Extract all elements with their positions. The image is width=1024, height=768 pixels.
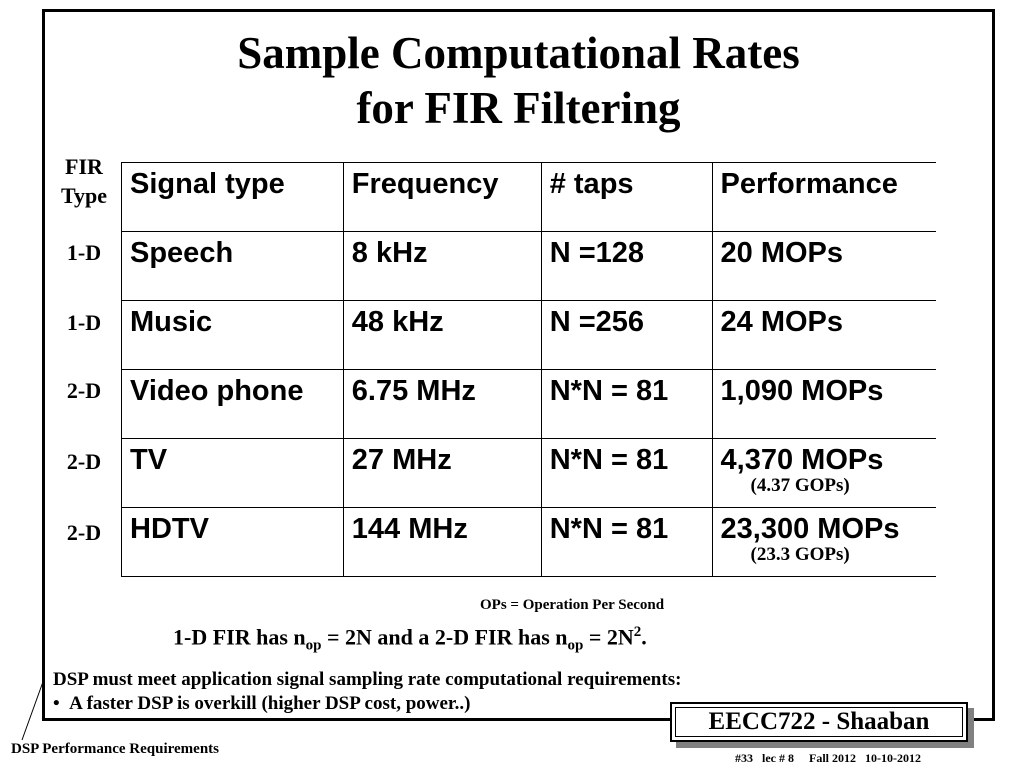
table-row: TV 27 MHz N*N = 81 4,370 MOPs (4.37 GOPs…: [121, 438, 936, 508]
course-badge: EECC722 - Shaaban: [670, 702, 968, 742]
fir-type-label: 2-D: [66, 520, 102, 545]
cell-taps: N =128: [540, 231, 713, 301]
slide-info: #33 lec # 8 Fall 2012 10-10-2012: [735, 751, 921, 765]
cell-taps: N*N = 81: [540, 369, 713, 439]
header-taps: # taps: [540, 162, 713, 232]
fir-type-header: FIR Type: [53, 152, 115, 210]
requirements-bullet-text: A faster DSP is overkill (higher DSP cos…: [69, 693, 471, 714]
cell-performance: 4,370 MOPs (4.37 GOPs): [711, 438, 936, 508]
performance-value: 20 MOPs: [720, 237, 844, 269]
formula-text: = 2N: [583, 624, 634, 650]
ops-definition-note: OPs = Operation Per Second: [480, 597, 665, 613]
course-badge-inner-border: [675, 707, 963, 737]
formula-superscript: 2: [633, 624, 642, 640]
performance-value: 23,300 MOPs: [720, 513, 900, 545]
fir-type-header-line-2: Type: [60, 183, 108, 208]
performance-value: 4,370 MOPs: [720, 444, 884, 476]
formula-subscript: op: [567, 637, 584, 654]
cell-signal: Music: [121, 300, 344, 370]
header-performance: Performance: [711, 162, 936, 232]
fir-type-label: 1-D: [66, 310, 102, 335]
requirements-text: DSP must meet application signal samplin…: [53, 668, 681, 716]
title-line-2: for FIR Filtering: [356, 83, 681, 133]
fir-type-label: 2-D: [66, 449, 102, 474]
fir-type-label: 2-D: [66, 378, 102, 403]
header-signal-type: Signal type: [121, 162, 344, 232]
header-frequency: Frequency: [342, 162, 542, 232]
performance-value: 24 MOPs: [720, 306, 844, 338]
fir-ops-formula: 1-D FIR has nop = 2N and a 2-D FIR has n…: [173, 624, 647, 655]
cell-frequency: 144 MHz: [342, 507, 542, 577]
performance-note: (23.3 GOPs): [750, 544, 850, 565]
fir-type-label: 1-D: [66, 240, 102, 265]
formula-text: .: [641, 624, 647, 650]
formula-subscript: op: [305, 637, 322, 654]
course-badge-label: EECC722 - Shaaban: [708, 708, 930, 735]
cell-signal: Speech: [121, 231, 344, 301]
cell-taps: N*N = 81: [540, 438, 713, 508]
slide-frame: [42, 9, 995, 721]
cell-frequency: 8 kHz: [342, 231, 542, 301]
table-header-row: Signal type Frequency # taps Performance: [121, 162, 936, 232]
performance-note: (4.37 GOPs): [750, 475, 850, 496]
cell-performance: 20 MOPs: [711, 231, 936, 301]
requirements-line: DSP must meet application signal samplin…: [53, 669, 682, 690]
bullet-icon: •: [53, 693, 60, 714]
title-line-1: Sample Computational Rates: [237, 28, 800, 78]
cell-signal: TV: [121, 438, 344, 508]
rates-table: Signal type Frequency # taps Performance…: [121, 162, 936, 577]
table-row: Speech 8 kHz N =128 20 MOPs: [121, 231, 936, 301]
footer-topic: DSP Performance Requirements: [11, 741, 220, 757]
table-row: HDTV 144 MHz N*N = 81 23,300 MOPs (23.3 …: [121, 507, 936, 577]
table-row: Music 48 kHz N =256 24 MOPs: [121, 300, 936, 370]
fir-type-header-line-1: FIR: [65, 154, 103, 179]
formula-text: = 2N and a 2-D FIR has n: [321, 624, 568, 650]
slide-title: Sample Computational Rates for FIR Filte…: [42, 26, 995, 136]
requirements-bullet-item: • A faster DSP is overkill (higher DSP c…: [53, 692, 681, 716]
cell-signal: Video phone: [121, 369, 344, 439]
performance-value: 1,090 MOPs: [720, 375, 884, 407]
cell-frequency: 48 kHz: [342, 300, 542, 370]
cell-taps: N*N = 81: [540, 507, 713, 577]
cell-performance: 23,300 MOPs (23.3 GOPs): [711, 507, 936, 577]
formula-text: 1-D FIR has n: [173, 624, 306, 650]
cell-taps: N =256: [540, 300, 713, 370]
